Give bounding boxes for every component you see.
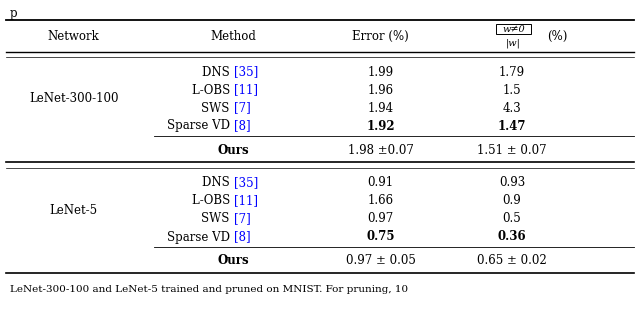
Text: L-OBS: L-OBS	[191, 194, 234, 207]
Text: |w|: |w|	[506, 38, 521, 48]
Text: [35]: [35]	[234, 66, 258, 79]
Text: 1.47: 1.47	[498, 120, 526, 133]
Text: 1.92: 1.92	[367, 120, 395, 133]
Text: 0.65 ± 0.02: 0.65 ± 0.02	[477, 254, 547, 267]
Text: Method: Method	[211, 30, 257, 43]
Text: 1.98 ±0.07: 1.98 ±0.07	[348, 144, 413, 157]
Text: DNS: DNS	[202, 176, 234, 189]
Text: Ours: Ours	[218, 144, 250, 157]
Text: [8]: [8]	[234, 120, 250, 133]
Text: 4.3: 4.3	[502, 101, 522, 114]
Text: 1.66: 1.66	[368, 194, 394, 207]
Text: SWS: SWS	[202, 213, 234, 226]
Text: SWS: SWS	[202, 101, 234, 114]
Text: 1.79: 1.79	[499, 66, 525, 79]
Text: 0.75: 0.75	[367, 230, 395, 243]
Text: [8]: [8]	[234, 230, 250, 243]
Text: Error (%): Error (%)	[353, 30, 409, 43]
Text: 0.97 ± 0.05: 0.97 ± 0.05	[346, 254, 416, 267]
Text: L-OBS: L-OBS	[191, 84, 234, 97]
Text: 0.97: 0.97	[367, 213, 394, 226]
Text: 1.96: 1.96	[368, 84, 394, 97]
Text: LeNet-5: LeNet-5	[49, 203, 98, 216]
Text: 0.36: 0.36	[498, 230, 526, 243]
Text: [11]: [11]	[234, 84, 258, 97]
Text: 0.5: 0.5	[502, 213, 522, 226]
Text: [35]: [35]	[234, 176, 258, 189]
Text: Sparse VD: Sparse VD	[167, 230, 234, 243]
Text: 1.5: 1.5	[502, 84, 522, 97]
Text: LeNet-300-100 and LeNet-5 trained and pruned on MNIST. For pruning, 10: LeNet-300-100 and LeNet-5 trained and pr…	[10, 285, 408, 294]
Text: [7]: [7]	[234, 101, 250, 114]
Text: 0.93: 0.93	[499, 176, 525, 189]
Text: 0.9: 0.9	[502, 194, 522, 207]
Text: w≠0: w≠0	[502, 24, 525, 33]
Text: [7]: [7]	[234, 213, 250, 226]
Text: LeNet-300-100: LeNet-300-100	[29, 93, 118, 106]
Text: 0.91: 0.91	[368, 176, 394, 189]
Text: [11]: [11]	[234, 194, 258, 207]
Text: 1.94: 1.94	[368, 101, 394, 114]
Text: 1.51 ± 0.07: 1.51 ± 0.07	[477, 144, 547, 157]
Text: p: p	[10, 7, 17, 20]
Text: Network: Network	[48, 30, 99, 43]
Bar	[496, 24, 531, 34]
Text: 1.99: 1.99	[368, 66, 394, 79]
Text: Sparse VD: Sparse VD	[167, 120, 234, 133]
Text: DNS: DNS	[202, 66, 234, 79]
Text: Ours: Ours	[218, 254, 250, 267]
Text: (%): (%)	[547, 30, 568, 43]
